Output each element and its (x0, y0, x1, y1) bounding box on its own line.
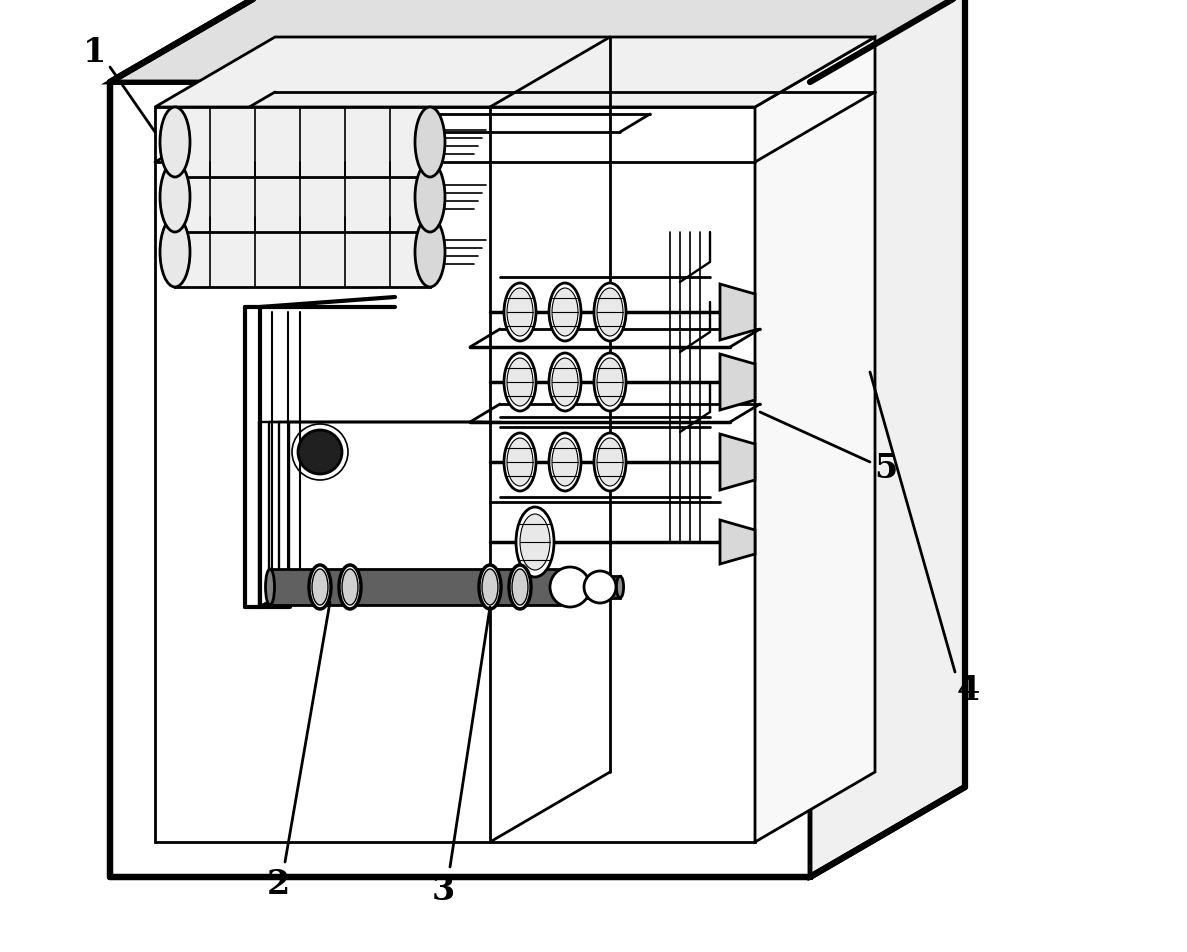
Ellipse shape (507, 288, 533, 336)
Ellipse shape (509, 565, 531, 609)
Ellipse shape (594, 353, 626, 411)
Ellipse shape (550, 283, 580, 341)
Polygon shape (721, 434, 755, 490)
Circle shape (550, 567, 590, 607)
Polygon shape (155, 107, 755, 842)
Text: 5: 5 (875, 451, 897, 485)
Ellipse shape (160, 107, 190, 177)
Polygon shape (269, 569, 560, 605)
Ellipse shape (594, 283, 626, 341)
Ellipse shape (507, 438, 533, 486)
Ellipse shape (597, 288, 623, 336)
Polygon shape (560, 576, 620, 598)
Ellipse shape (266, 569, 274, 605)
Ellipse shape (550, 433, 580, 491)
Ellipse shape (415, 162, 445, 232)
Polygon shape (755, 37, 875, 842)
Ellipse shape (309, 565, 331, 609)
Ellipse shape (480, 565, 501, 609)
Polygon shape (174, 217, 430, 287)
Text: 4: 4 (957, 673, 979, 706)
Ellipse shape (512, 569, 528, 605)
Ellipse shape (597, 438, 623, 486)
Ellipse shape (552, 438, 578, 486)
Circle shape (584, 571, 616, 603)
Ellipse shape (552, 358, 578, 406)
Ellipse shape (507, 358, 533, 406)
Ellipse shape (482, 569, 499, 605)
Polygon shape (721, 354, 755, 410)
Ellipse shape (339, 565, 361, 609)
Ellipse shape (616, 576, 623, 598)
Ellipse shape (160, 162, 190, 232)
Ellipse shape (312, 569, 328, 605)
Polygon shape (110, 82, 810, 877)
Polygon shape (110, 0, 965, 82)
Circle shape (298, 430, 342, 474)
Ellipse shape (504, 283, 537, 341)
Ellipse shape (552, 288, 578, 336)
Ellipse shape (160, 217, 190, 287)
Ellipse shape (415, 107, 445, 177)
Ellipse shape (342, 569, 358, 605)
Ellipse shape (504, 433, 537, 491)
Text: 2: 2 (266, 867, 290, 901)
Polygon shape (721, 520, 755, 564)
Polygon shape (174, 162, 430, 232)
Polygon shape (810, 0, 965, 877)
Ellipse shape (504, 353, 537, 411)
Ellipse shape (516, 507, 554, 577)
Ellipse shape (415, 217, 445, 287)
Polygon shape (721, 284, 755, 340)
Polygon shape (155, 37, 875, 107)
Ellipse shape (597, 358, 623, 406)
Text: 3: 3 (431, 874, 455, 906)
Text: 1: 1 (83, 35, 107, 69)
Ellipse shape (520, 514, 550, 570)
Ellipse shape (594, 433, 626, 491)
Ellipse shape (550, 353, 580, 411)
Polygon shape (174, 107, 430, 177)
